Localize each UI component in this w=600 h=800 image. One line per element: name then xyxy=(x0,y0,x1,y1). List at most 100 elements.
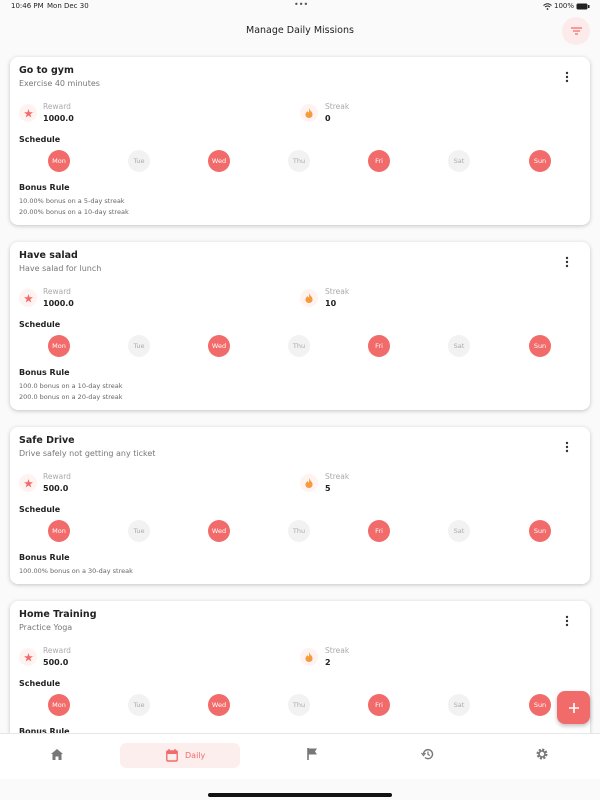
star-icon xyxy=(23,293,33,302)
streak-icon xyxy=(300,648,318,666)
mission-title: Have salad xyxy=(19,250,78,261)
day-chip[interactable]: Thu xyxy=(288,150,310,172)
streak-value: 2 xyxy=(325,658,331,667)
streak-icon xyxy=(300,104,318,122)
day-chip[interactable]: Wed xyxy=(208,520,230,542)
reward-icon xyxy=(19,474,37,492)
day-chip[interactable]: Fri xyxy=(368,694,390,716)
day-chip[interactable]: Thu xyxy=(288,520,310,542)
filter-button[interactable] xyxy=(562,17,590,45)
streak-label: Streak xyxy=(325,287,350,296)
mission-title: Safe Drive xyxy=(19,435,75,446)
streak-value: 10 xyxy=(325,299,337,308)
bonus-rule: 20.00% bonus on a 10-day streak xyxy=(19,208,129,216)
day-chip[interactable]: Sun xyxy=(529,335,551,357)
day-chip[interactable]: Sun xyxy=(529,150,551,172)
reward-value: 1000.0 xyxy=(43,299,74,308)
day-chip[interactable]: Tue xyxy=(128,150,150,172)
bottom-nav: Daily xyxy=(0,733,600,779)
day-chip[interactable]: Wed xyxy=(208,335,230,357)
bonus-rule-label: Bonus Rule xyxy=(19,727,70,733)
filter-icon xyxy=(570,27,582,35)
status-time: 10:46 PM xyxy=(11,2,44,10)
more-button[interactable] xyxy=(562,69,572,85)
more-button[interactable] xyxy=(562,254,572,270)
reward-label: Reward xyxy=(43,646,71,655)
schedule-label: Schedule xyxy=(19,135,61,144)
mission-card: Safe Drive Drive safely not getting any t… xyxy=(10,427,590,584)
reward-icon xyxy=(19,104,37,122)
mission-description: Have salad for lunch xyxy=(19,264,102,273)
day-chip[interactable]: Thu xyxy=(288,694,310,716)
star-icon xyxy=(23,478,33,487)
kebab-icon xyxy=(565,441,569,453)
mission-card: Home Training Practice Yoga Reward 500.0 Str… xyxy=(10,601,590,733)
day-chip[interactable]: Mon xyxy=(48,520,70,542)
kebab-icon xyxy=(565,71,569,83)
daily-tab[interactable]: Daily xyxy=(120,743,240,768)
streak-label: Streak xyxy=(325,472,350,481)
add-button[interactable] xyxy=(557,691,590,724)
flame-icon xyxy=(305,108,313,118)
day-chip[interactable]: Sun xyxy=(529,520,551,542)
flame-icon xyxy=(305,293,313,303)
day-chip[interactable]: Mon xyxy=(48,694,70,716)
kebab-icon xyxy=(565,615,569,627)
bonus-rule-label: Bonus Rule xyxy=(19,553,70,562)
day-chip[interactable]: Tue xyxy=(128,335,150,357)
reward-value: 1000.0 xyxy=(43,114,74,123)
day-chip[interactable]: Tue xyxy=(128,520,150,542)
home-indicator xyxy=(208,793,392,797)
day-chip[interactable]: Tue xyxy=(128,694,150,716)
mission-description: Exercise 40 minutes xyxy=(19,79,100,88)
mission-list: Go to gym Exercise 40 minutes Reward 1000.0… xyxy=(0,47,600,733)
status-battery: 100% xyxy=(554,2,575,10)
day-chip[interactable]: Wed xyxy=(208,150,230,172)
wifi-icon xyxy=(543,3,552,10)
day-chip[interactable]: Thu xyxy=(288,335,310,357)
settings-tab[interactable] xyxy=(536,748,548,760)
day-chip[interactable]: Sun xyxy=(529,694,551,716)
streak-value: 0 xyxy=(325,114,331,123)
home-tab[interactable] xyxy=(51,749,63,760)
reward-icon xyxy=(19,648,37,666)
more-button[interactable] xyxy=(562,439,572,455)
day-chip[interactable]: Wed xyxy=(208,694,230,716)
streak-label: Streak xyxy=(325,646,350,655)
schedule-label: Schedule xyxy=(19,505,61,514)
mission-title: Go to gym xyxy=(19,65,74,76)
bonus-rule-label: Bonus Rule xyxy=(19,368,70,377)
day-chip[interactable]: Sat xyxy=(448,694,470,716)
day-chip[interactable]: Sat xyxy=(448,150,470,172)
mission-description: Practice Yoga xyxy=(19,623,73,632)
day-chip[interactable]: Fri xyxy=(368,335,390,357)
day-chip[interactable]: Mon xyxy=(48,335,70,357)
mission-card: Have salad Have salad for lunch Reward 1000… xyxy=(10,242,590,410)
flame-icon xyxy=(305,478,313,488)
day-chip[interactable]: Fri xyxy=(368,520,390,542)
day-chip[interactable]: Sat xyxy=(448,520,470,542)
bonus-rule: 100.0 bonus on a 10-day streak xyxy=(19,382,123,390)
bonus-rule-label: Bonus Rule xyxy=(19,183,70,192)
star-icon xyxy=(23,652,33,661)
daily-tab-label: Daily xyxy=(185,751,206,760)
reward-icon xyxy=(19,289,37,307)
mission-card: Go to gym Exercise 40 minutes Reward 1000.0… xyxy=(10,57,590,225)
day-chip[interactable]: Fri xyxy=(368,150,390,172)
bonus-rule: 10.00% bonus on a 5-day streak xyxy=(19,197,125,205)
more-button[interactable] xyxy=(562,613,572,629)
mission-title: Home Training xyxy=(19,609,97,620)
battery-icon xyxy=(576,3,590,10)
schedule-label: Schedule xyxy=(19,679,61,688)
day-chip[interactable]: Mon xyxy=(48,150,70,172)
schedule-label: Schedule xyxy=(19,320,61,329)
streak-label: Streak xyxy=(325,102,350,111)
streak-value: 5 xyxy=(325,484,331,493)
status-dots: ••• xyxy=(294,0,309,9)
day-chip[interactable]: Sat xyxy=(448,335,470,357)
flag-tab[interactable] xyxy=(307,748,318,760)
star-icon xyxy=(23,108,33,117)
history-tab[interactable] xyxy=(421,748,434,760)
status-date: Mon Dec 30 xyxy=(47,2,89,10)
